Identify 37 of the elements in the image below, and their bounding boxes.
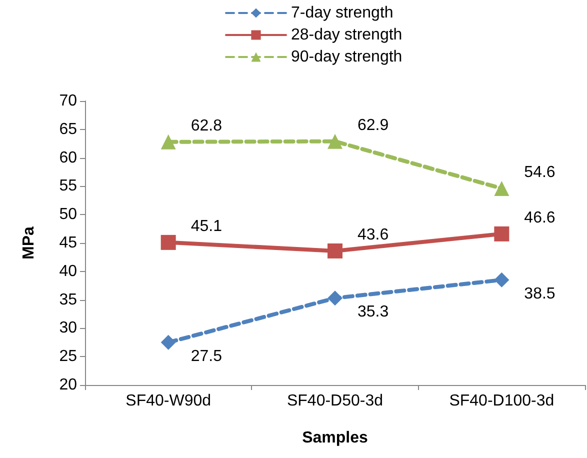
- data-label: 62.8: [190, 117, 222, 134]
- y-tick-label: 70: [59, 92, 78, 110]
- x-axis-title: Samples: [302, 430, 368, 446]
- y-axis-title: MPa: [20, 226, 38, 260]
- point: [160, 134, 176, 150]
- data-label: 27.5: [190, 348, 222, 365]
- point: [494, 180, 510, 196]
- data-label: 54.6: [524, 164, 556, 181]
- data-label: 38.5: [524, 285, 556, 302]
- point: [328, 290, 342, 306]
- point: [160, 334, 176, 350]
- y-tick-label: 60: [59, 149, 78, 166]
- y-tick-label: 25: [59, 348, 78, 366]
- data-label: 62.9: [358, 116, 389, 134]
- point: [328, 134, 342, 149]
- y-tick-label: 40: [59, 262, 78, 280]
- data-label: 43.6: [358, 226, 389, 244]
- x-tick-label: SF40-D100-3d: [449, 392, 554, 410]
- x-tick-label: SF40-D50-3d: [286, 392, 384, 410]
- data-label: 45.1: [190, 218, 222, 235]
- data-label: 46.6: [524, 209, 556, 226]
- x-tick-label: SF40-W90d: [126, 392, 212, 410]
- legend-label: 7-day strength: [291, 4, 394, 22]
- point: [328, 243, 342, 258]
- legend-label: 90-day strength: [291, 48, 402, 66]
- y-tick-label: 50: [59, 206, 78, 224]
- point: [494, 272, 510, 288]
- y-tick-label: 55: [59, 178, 78, 195]
- y-tick-label: 30: [59, 320, 78, 337]
- y-tick-label: 45: [59, 234, 78, 252]
- y-tick-label: 65: [59, 120, 78, 138]
- y-tick-label: 20: [59, 376, 78, 394]
- y-tick-label: 35: [59, 291, 78, 308]
- legend-label: 28-day strength: [291, 26, 402, 44]
- point: [160, 234, 176, 250]
- point: [494, 226, 510, 242]
- data-label: 35.3: [358, 304, 389, 321]
